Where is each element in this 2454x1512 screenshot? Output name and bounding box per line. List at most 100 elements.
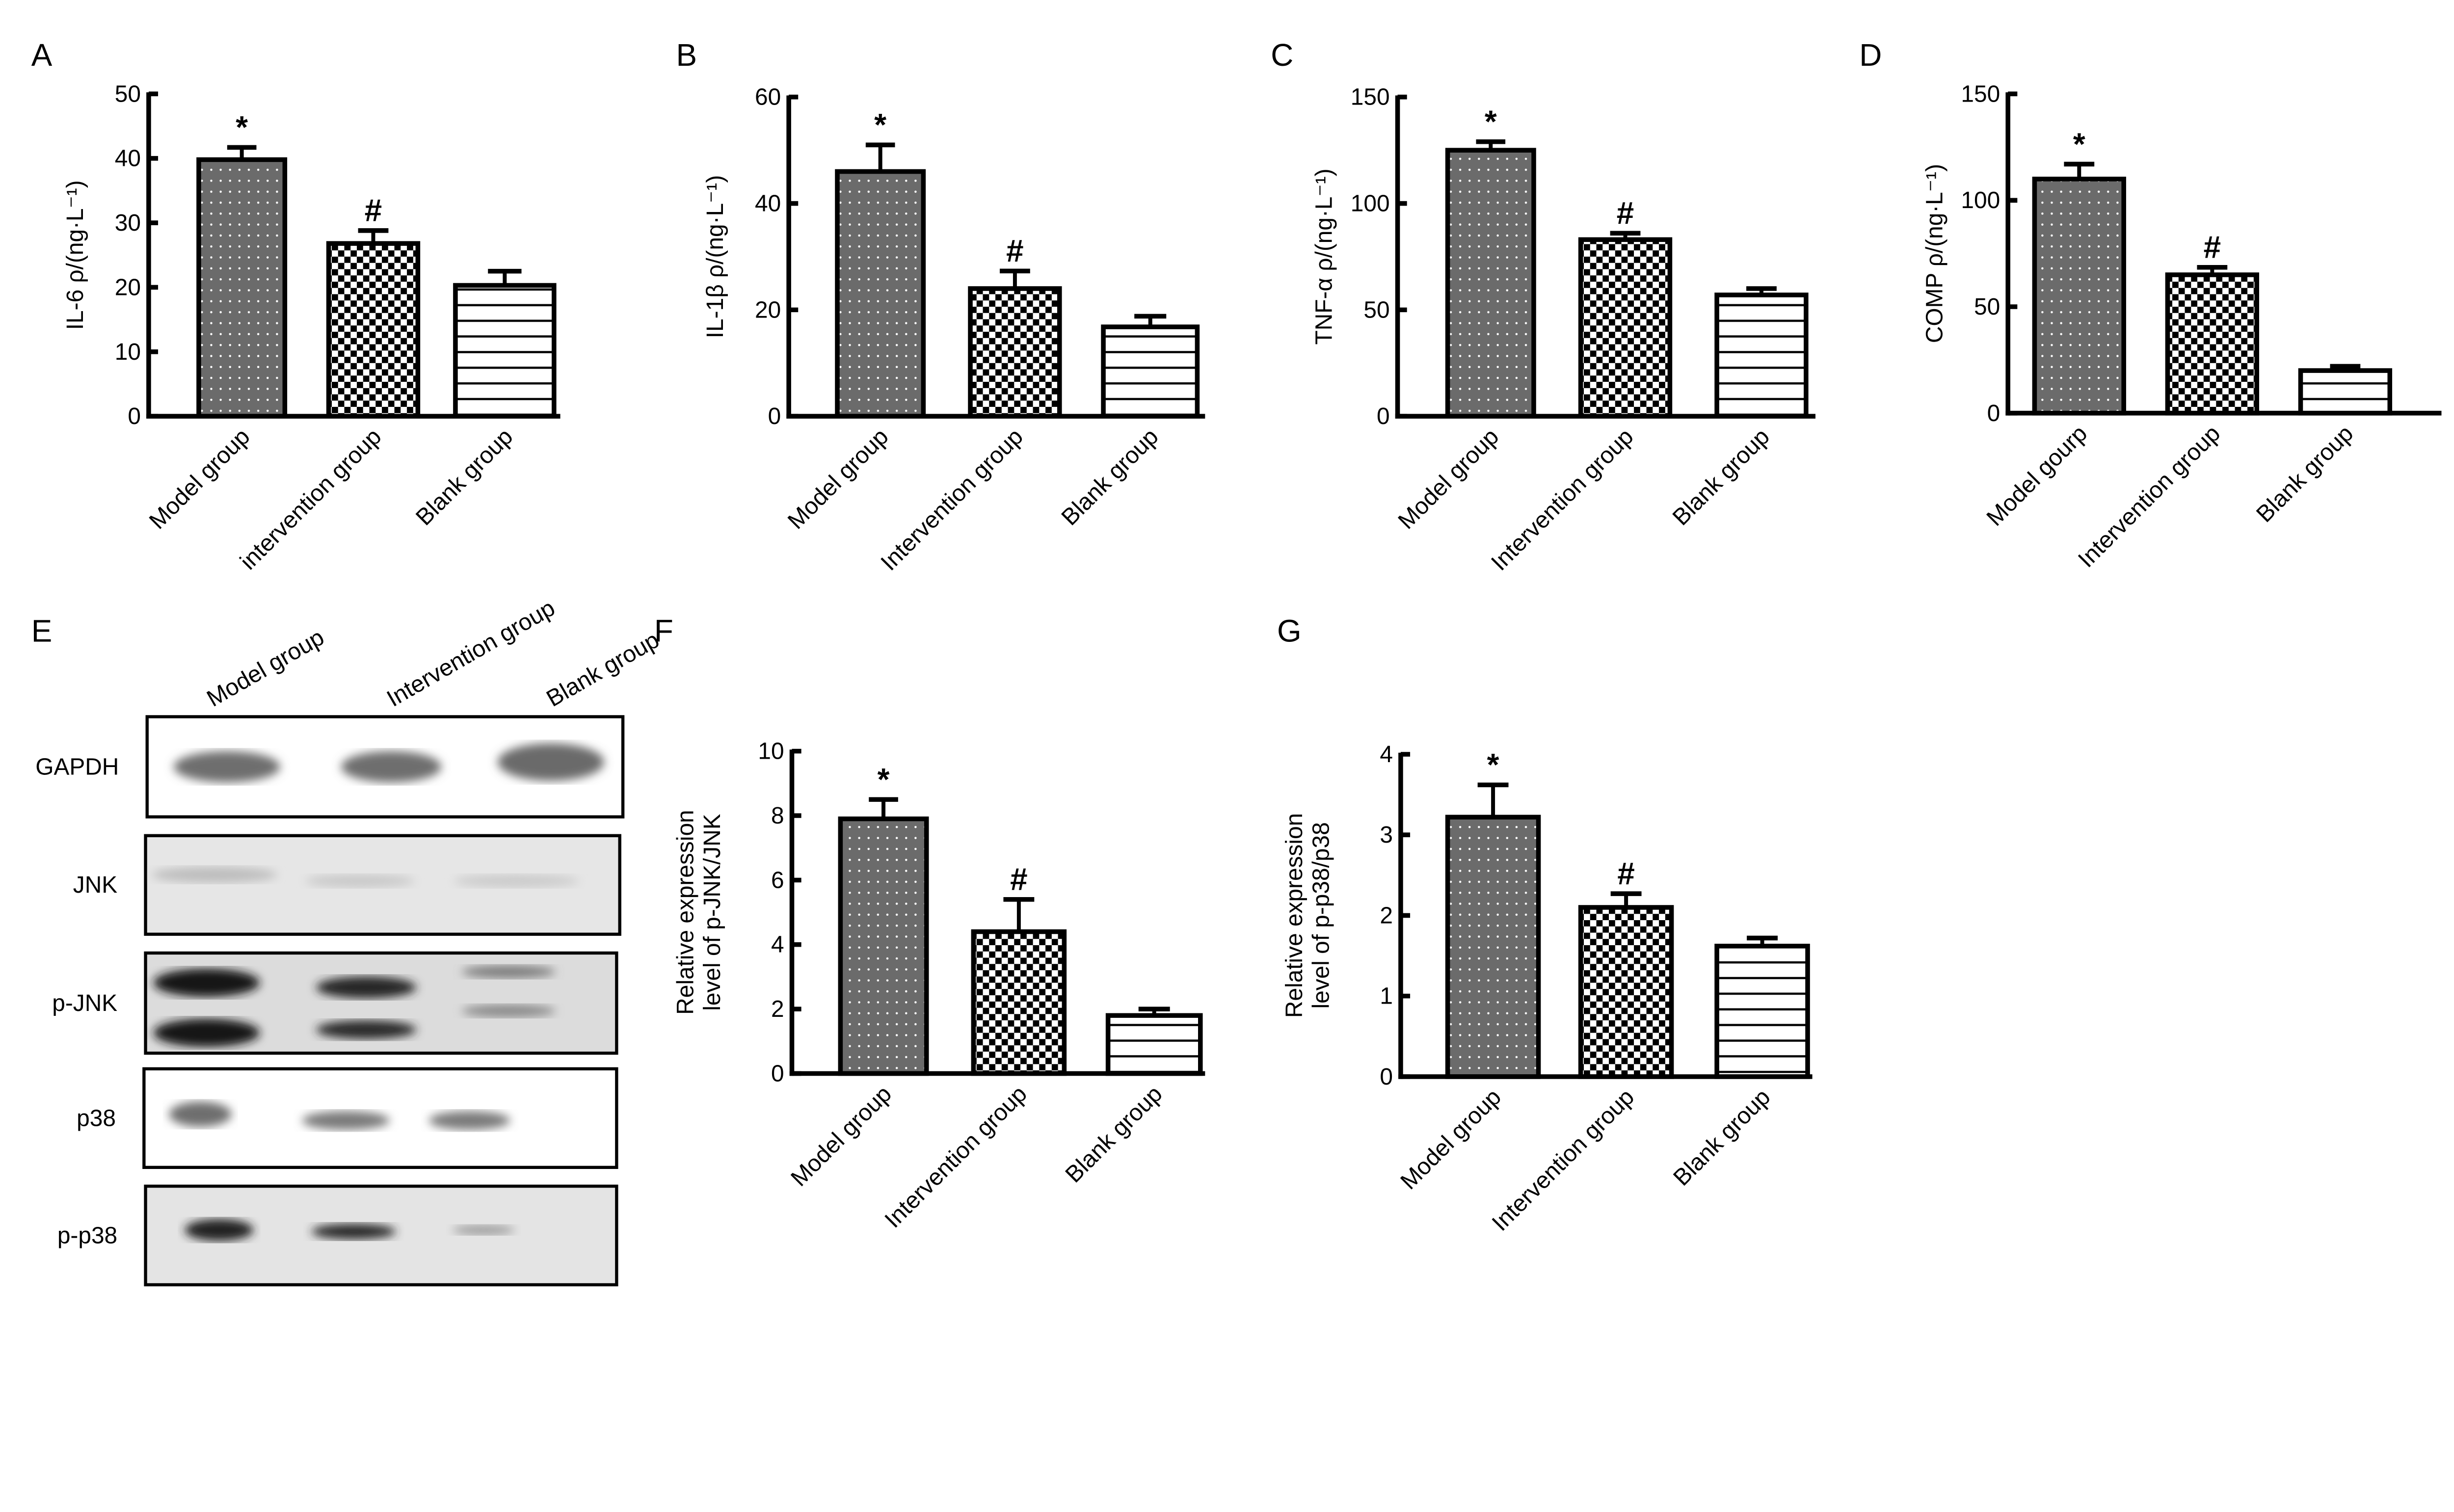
y-axis-label: COMP ρ/(ng·L⁻¹) (1921, 164, 1947, 343)
y-tick-label: 1 (1380, 983, 1393, 1009)
bar-3 (2298, 368, 2393, 416)
significance-mark: * (874, 107, 886, 142)
row-label: GAPDH (35, 754, 119, 780)
y-axis-label: IL-6 ρ/(ng·L⁻¹) (62, 180, 88, 330)
x-tick-label: Blank group (1061, 1081, 1168, 1188)
blot-row-p-p38: p-p38 (57, 1184, 618, 1287)
x-tick-label: Intervention group (1487, 1084, 1639, 1236)
significance-mark: # (2204, 230, 2221, 265)
protein-band (153, 968, 260, 997)
y-axis-label: Relative expression (673, 810, 699, 1014)
protein-band (311, 1223, 396, 1240)
y-axis-label: Relative expression (1281, 813, 1307, 1018)
row-label: p-JNK (52, 990, 117, 1016)
protein-band (316, 1020, 417, 1039)
y-tick-label: 50 (1363, 297, 1389, 323)
protein-band (302, 1111, 390, 1130)
y-tick-label: 3 (1380, 822, 1393, 848)
chart-f: * Model group # Intervention group Blank gro… (673, 739, 1205, 1233)
x-tick-label: Blank group (1668, 1084, 1775, 1191)
row-label: p-p38 (57, 1222, 117, 1248)
panel-label-d: D (1859, 37, 1882, 73)
significance-mark: * (1485, 104, 1497, 139)
bar-2 (1578, 905, 1674, 1079)
x-tick-label: Model gourp (1982, 421, 2092, 531)
protein-band (153, 1018, 260, 1047)
blot-row-gapdh: GAPDH (35, 715, 625, 819)
y-tick-label: 20 (755, 297, 781, 323)
x-tick-label: Intervention group (1486, 424, 1638, 576)
protein-band (428, 1111, 510, 1130)
bar-1 (835, 169, 926, 419)
x-tick-label: Intervention group (876, 424, 1028, 576)
figure: A B C D E F G * Model group # intervention … (31, 37, 2442, 1287)
y-axis-label: level of p-p38/p38 (1308, 822, 1334, 1008)
y-tick-label: 50 (1974, 294, 2000, 320)
y-axis-label: IL-1β ρ/(ng·L⁻¹) (702, 175, 728, 338)
panel-label-c: C (1271, 37, 1293, 73)
blot-row-jnk: JNK (73, 834, 621, 936)
y-tick-label: 0 (1380, 1064, 1393, 1090)
row-label: p38 (77, 1105, 116, 1131)
panel-label-a: A (31, 37, 53, 73)
bar-2 (2165, 272, 2259, 416)
x-tick-label: Blank group (1668, 424, 1775, 531)
significance-mark: # (1617, 856, 1634, 891)
y-tick-label: 20 (115, 274, 141, 300)
bar-1 (2032, 177, 2126, 416)
lane-label: Blank group (542, 627, 664, 712)
y-tick-label: 100 (1961, 187, 2000, 213)
bar-3 (453, 283, 557, 419)
x-tick-label: intervention group (235, 424, 386, 575)
bar-2 (1578, 237, 1673, 419)
y-tick-label: 0 (768, 403, 781, 429)
blot-row-p-jnk: p-JNK (52, 951, 618, 1055)
panel-label-f: F (654, 613, 673, 648)
y-tick-label: 100 (1351, 190, 1390, 216)
x-tick-label: Model group (144, 424, 255, 534)
lane-label: Model group (203, 624, 329, 712)
bar-1 (196, 157, 288, 419)
bar-3 (1714, 292, 1809, 419)
bar-2 (968, 286, 1062, 419)
significance-mark: # (1006, 233, 1023, 268)
x-tick-label: Model group (783, 424, 893, 534)
chart-a: * Model group # intervention group Blank gro… (62, 81, 560, 575)
protein-band (498, 743, 604, 781)
significance-mark: # (365, 193, 382, 228)
protein-band (452, 1225, 515, 1235)
y-tick-label: 60 (755, 84, 781, 110)
x-tick-label: Intervention group (880, 1081, 1032, 1233)
protein-band (316, 976, 417, 999)
y-tick-label: 50 (115, 81, 141, 107)
bar-1 (838, 816, 929, 1076)
protein-band (341, 751, 442, 783)
bar-1 (1445, 148, 1536, 419)
panel-label-e: E (31, 613, 53, 648)
y-tick-label: 40 (115, 146, 141, 172)
protein-band (152, 867, 277, 883)
significance-mark: # (1010, 862, 1027, 897)
y-tick-label: 8 (771, 803, 784, 829)
blot-row-p38: p38 (77, 1067, 618, 1169)
protein-band (305, 875, 415, 888)
x-tick-label: Blank group (411, 424, 518, 531)
protein-band (185, 1219, 254, 1241)
panel-label-g: G (1277, 613, 1302, 648)
protein-band (461, 1005, 556, 1017)
y-tick-label: 0 (1377, 403, 1390, 429)
y-tick-label: 150 (1961, 81, 2000, 107)
significance-mark: * (236, 109, 248, 145)
x-tick-label: Model group (1393, 424, 1504, 534)
panel-label-b: B (676, 37, 697, 73)
protein-band (453, 875, 579, 888)
x-tick-label: Blank group (2251, 421, 2358, 528)
lane-label: Intervention group (382, 595, 559, 712)
bar-3 (1101, 324, 1200, 419)
protein-band (173, 751, 280, 783)
y-axis-label: TNF-α ρ/(ng·L⁻¹) (1311, 168, 1337, 345)
y-tick-label: 40 (755, 190, 781, 216)
y-tick-label: 0 (1987, 400, 2001, 426)
significance-mark: * (2073, 126, 2085, 161)
y-tick-label: 10 (758, 739, 784, 765)
